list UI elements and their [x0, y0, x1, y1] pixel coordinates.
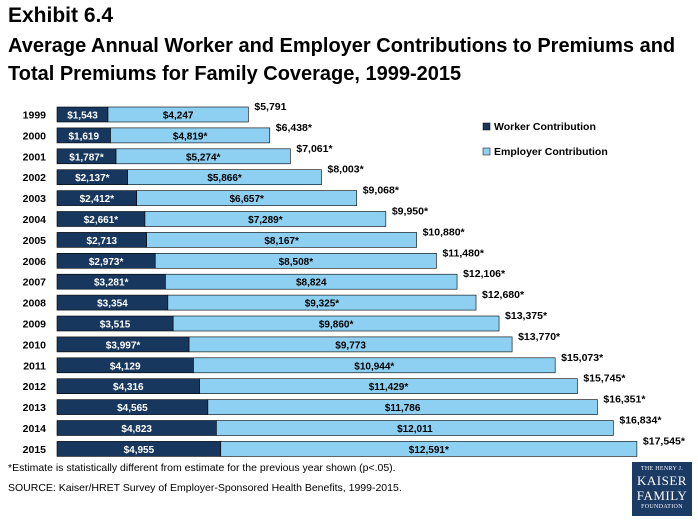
year-label: 2001	[23, 151, 47, 163]
employer-bar	[167, 294, 477, 311]
total-label: $13,375*	[505, 310, 548, 322]
legend-label: Employer Contribution	[494, 146, 608, 158]
year-label: 2005	[23, 235, 47, 247]
employer-value-label: $4,247	[163, 111, 194, 122]
year-label: 2004	[23, 214, 47, 226]
year-label: 2010	[23, 339, 47, 351]
year-label: 2000	[23, 130, 47, 142]
worker-value-label: $1,619	[68, 131, 99, 142]
employer-value-label: $6,657*	[229, 194, 264, 205]
worker-value-label: $3,997*	[106, 340, 141, 351]
employer-bar	[110, 127, 271, 144]
total-label: $12,680*	[482, 289, 525, 301]
total-label: $13,770*	[518, 331, 561, 343]
total-label: $16,351*	[603, 394, 646, 406]
total-label: $15,073*	[561, 352, 604, 364]
worker-value-label: $2,713	[87, 236, 118, 247]
employer-value-label: $11,786	[385, 403, 421, 414]
employer-bar	[188, 336, 513, 353]
employer-value-label: $8,167*	[264, 236, 299, 247]
worker-value-label: $2,973*	[89, 257, 124, 268]
worker-value-label: $2,412*	[80, 194, 115, 205]
total-label: $8,003*	[327, 164, 364, 176]
exhibit-label: Exhibit 6.4	[8, 4, 114, 27]
total-label: $10,880*	[423, 226, 466, 238]
worker-value-label: $2,137*	[75, 173, 110, 184]
employer-bar	[127, 169, 322, 185]
total-label: $16,834*	[619, 415, 662, 427]
worker-value-label: $4,129	[110, 361, 141, 372]
footnote: *Estimate is statistically different fro…	[8, 462, 396, 474]
total-label: $5,791	[254, 101, 286, 113]
worker-value-label: $4,565	[117, 403, 148, 414]
year-label: 2007	[23, 277, 47, 289]
employer-value-label: $10,944*	[354, 361, 394, 372]
bars-group: 1999 $1,543 $4,247 $5,791 2000 $1,619 $4,819* $…	[23, 101, 686, 457]
worker-value-label: $1,787*	[69, 152, 104, 163]
year-label: 2009	[23, 319, 47, 331]
employer-bar	[146, 232, 417, 248]
employer-value-label: $9,325*	[305, 299, 340, 310]
source-note: SOURCE: Kaiser/HRET Survey of Employer-S…	[8, 482, 402, 494]
total-label: $15,745*	[583, 373, 626, 385]
year-label: 2003	[23, 193, 47, 205]
worker-value-label: $4,316	[113, 382, 144, 393]
worker-value-label: $4,955	[124, 445, 155, 456]
chart-title: Average Annual Worker and Employer Contr…	[8, 35, 676, 85]
legend-swatch	[482, 147, 491, 156]
employer-bar	[207, 399, 598, 415]
total-label: $6,438*	[276, 122, 313, 134]
year-label: 2015	[23, 444, 47, 456]
employer-value-label: $4,819*	[173, 131, 208, 142]
employer-value-label: $9,773	[335, 340, 366, 351]
employer-value-label: $8,508*	[279, 257, 314, 268]
legend-swatch	[482, 122, 491, 131]
legend: Worker Contribution Employer Contribution	[482, 121, 608, 158]
stacked-bar-chart: 1999 $1,543 $4,247 $5,791 2000 $1,619 $4,819* $…	[23, 101, 686, 457]
employer-value-label: $9,860*	[319, 320, 354, 331]
employer-bar	[172, 315, 500, 332]
year-label: 2014	[23, 423, 47, 435]
total-label: $17,545*	[643, 435, 686, 447]
worker-value-label: $3,281*	[94, 278, 129, 289]
employer-bar	[220, 441, 638, 457]
legend-label: Worker Contribution	[494, 121, 596, 133]
year-label: 2012	[23, 381, 47, 393]
employer-bar	[199, 378, 578, 395]
employer-bar	[115, 148, 291, 165]
employer-bar	[107, 106, 249, 123]
employer-value-label: $5,866*	[207, 173, 242, 184]
employer-value-label: $12,591*	[409, 445, 449, 456]
employer-bar	[144, 211, 387, 227]
worker-value-label: $3,354	[97, 299, 128, 310]
total-label: $7,061*	[296, 143, 333, 155]
employer-bar	[165, 273, 458, 290]
total-label: $9,950*	[392, 206, 429, 218]
year-label: 1999	[23, 110, 47, 122]
year-label: 2002	[23, 172, 47, 184]
employer-value-label: $7,289*	[248, 215, 283, 226]
employer-bar	[136, 190, 358, 206]
total-label: $9,068*	[363, 185, 400, 197]
kff-logo: THE HENRY J. KAISER FAMILY FOUNDATION	[632, 462, 692, 516]
total-label: $11,480*	[442, 247, 484, 259]
worker-value-label: $2,661*	[84, 215, 119, 226]
total-label: $12,106*	[463, 268, 506, 280]
employer-bar	[216, 420, 614, 436]
employer-value-label: $5,274*	[186, 152, 221, 163]
year-label: 2008	[23, 298, 47, 310]
employer-bar	[154, 253, 437, 269]
employer-value-label: $8,824	[296, 278, 327, 289]
employer-value-label: $11,429*	[369, 382, 409, 393]
employer-value-label: $12,011	[397, 424, 433, 435]
year-label: 2006	[23, 256, 47, 268]
year-label: 2011	[23, 360, 46, 372]
worker-value-label: $4,823	[121, 424, 152, 435]
year-label: 2013	[23, 402, 47, 414]
worker-value-label: $3,515	[100, 320, 131, 331]
employer-bar	[193, 357, 556, 374]
worker-value-label: $1,543	[67, 111, 98, 122]
